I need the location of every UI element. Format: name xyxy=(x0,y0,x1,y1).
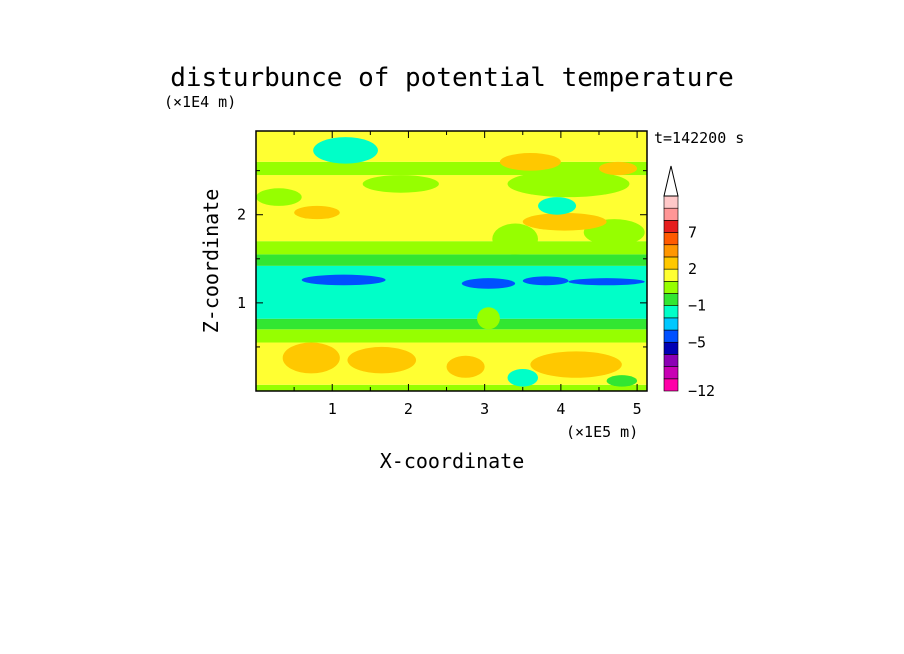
contour-band-0 xyxy=(256,384,647,391)
contour-patch-20 xyxy=(256,188,302,206)
x-tick-label: 2 xyxy=(404,400,413,418)
colorbar-swatch-2 xyxy=(663,354,679,367)
contour-patch-8 xyxy=(522,276,569,286)
colorbar-swatch-0 xyxy=(663,378,679,392)
time-label: t=142200 s xyxy=(654,129,744,147)
x-unit-label: (×1E5 m) xyxy=(566,423,638,441)
contour-patch-15 xyxy=(313,137,378,164)
colorbar-swatch-15 xyxy=(663,195,679,209)
x-tick-label: 3 xyxy=(480,400,489,418)
colorbar-swatch-5 xyxy=(663,317,679,331)
contour-patch-9 xyxy=(568,278,645,286)
contour-band-9 xyxy=(256,131,647,162)
x-axis-label: X-coordinate xyxy=(380,449,525,473)
plot-frame xyxy=(255,130,648,392)
y-tick-label: 1 xyxy=(237,294,246,312)
contour-patch-21 xyxy=(362,175,439,193)
contour-plot xyxy=(256,131,647,391)
colorbar-swatch-10 xyxy=(663,256,679,270)
colorbar: 7 2 −1 −5 −12 xyxy=(663,165,715,400)
contour-patch-7 xyxy=(461,278,516,289)
contour-band-5 xyxy=(256,254,647,266)
contour-patch-6 xyxy=(301,274,386,286)
contour-patch-2 xyxy=(446,355,485,378)
colorbar-swatch-9 xyxy=(663,268,679,282)
x-tick-label: 4 xyxy=(556,400,565,418)
colorbar-swatch-8 xyxy=(663,281,679,294)
colorbar-tick-label: 2 xyxy=(688,260,697,278)
contour-patch-16 xyxy=(538,197,577,215)
contour-patch-0 xyxy=(282,342,340,374)
x-tick-label: 5 xyxy=(633,400,642,418)
x-tick-label: 1 xyxy=(328,400,337,418)
contour-patch-12 xyxy=(492,223,539,255)
contour-patch-4 xyxy=(507,368,539,387)
colorbar-swatch-11 xyxy=(663,244,679,258)
colorbar-swatch-13 xyxy=(663,220,679,233)
colorbar-swatch-4 xyxy=(663,329,679,343)
contour-patch-18 xyxy=(499,153,561,171)
colorbar-swatch-12 xyxy=(663,232,679,246)
contour-band-3 xyxy=(256,318,647,330)
colorbar-swatch-14 xyxy=(663,207,679,221)
colorbar-tick-label: −1 xyxy=(688,297,706,315)
contour-patch-19 xyxy=(598,161,638,176)
colorbar-swatch-7 xyxy=(663,293,679,306)
contour-band-2 xyxy=(256,329,647,343)
contour-patch-3 xyxy=(530,351,622,378)
contour-patch-14 xyxy=(522,212,607,231)
contour-patch-5 xyxy=(606,375,638,387)
y-tick-label: 2 xyxy=(237,206,246,224)
contour-band-6 xyxy=(256,241,647,255)
colorbar-tick-label: 7 xyxy=(688,224,697,242)
colorbar-swatch-1 xyxy=(663,366,679,380)
contour-patch-11 xyxy=(507,170,630,198)
y-unit-label: (×1E4 m) xyxy=(164,93,236,111)
contour-patch-17 xyxy=(294,205,340,220)
y-axis-label: Z-coordinate xyxy=(199,189,223,334)
colorbar-extend-arrow xyxy=(663,165,679,197)
colorbar-swatch-3 xyxy=(663,341,679,355)
chart-title: disturbunce of potential temperature xyxy=(170,63,734,93)
colorbar-tick-label: −12 xyxy=(688,382,715,400)
contour-band-4 xyxy=(256,265,647,319)
contour-patch-1 xyxy=(347,346,417,374)
colorbar-tick-label: −5 xyxy=(688,333,706,351)
contour-patch-10 xyxy=(477,307,500,330)
colorbar-swatch-6 xyxy=(663,305,679,319)
axis-ticks: 1 2 3 4 5 1 2 xyxy=(237,131,647,418)
